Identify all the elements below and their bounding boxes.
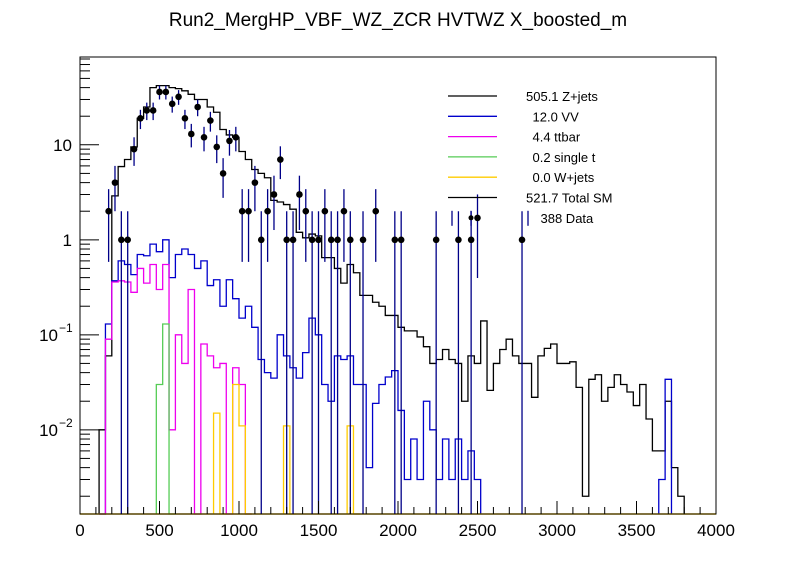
data-point: [283, 236, 291, 244]
data-point: [277, 156, 284, 163]
legend-label: 505.1 Z+jets: [526, 89, 598, 104]
data-point: [391, 236, 399, 244]
histogram-vv: [99, 239, 673, 515]
data-point: [302, 207, 310, 215]
data-point: [175, 93, 182, 101]
data-point: [124, 236, 131, 244]
data-point: [188, 130, 195, 138]
data-point: [296, 191, 303, 198]
data-point: [143, 107, 151, 114]
data-point: [432, 236, 440, 244]
x-tick-label: 1500: [300, 521, 338, 540]
data-point: [168, 100, 176, 108]
data-point: [467, 236, 475, 244]
histogram-ttbar: [99, 263, 252, 515]
data-point: [181, 115, 189, 122]
x-tick-label: 4000: [697, 521, 735, 540]
data-point: [232, 133, 240, 141]
y-tick-exponent: −2: [59, 416, 73, 430]
legend-label: 0.2 single t: [526, 150, 596, 165]
data-point: [359, 236, 367, 244]
data-point: [327, 236, 335, 244]
x-tick-label: 0: [75, 521, 84, 540]
data-points-group: [105, 85, 526, 514]
x-tick-label: 3000: [538, 521, 576, 540]
data-point: [200, 133, 208, 141]
data-point: [137, 115, 144, 122]
x-tick-label: 500: [145, 521, 173, 540]
histogram-series-group: [80, 84, 716, 515]
y-tick-label: 10: [39, 326, 58, 345]
data-point: [213, 143, 221, 151]
data-point: [372, 207, 380, 215]
data-point: [111, 179, 119, 186]
histogram-z-jets: [98, 84, 685, 514]
data-point: [238, 207, 246, 215]
y-tick-exponent: −1: [59, 321, 73, 335]
legend-label: 12.0 VV: [526, 109, 579, 124]
y-tick-label: 10: [53, 136, 72, 155]
x-tick-label: 3500: [618, 521, 656, 540]
data-point: [105, 207, 112, 215]
data-point: [308, 236, 316, 244]
legend-label: 0.0 W+jets: [526, 170, 595, 185]
data-point: [321, 207, 329, 215]
x-tick-label: 2000: [379, 521, 417, 540]
legend-label: 388 Data: [534, 211, 594, 226]
data-point: [245, 207, 252, 215]
data-point: [207, 117, 214, 124]
data-point: [315, 236, 322, 244]
x-tick-label: 2500: [459, 521, 497, 540]
data-point: [455, 236, 462, 244]
legend-label: 521.7 Total SM: [526, 191, 612, 206]
data-point: [162, 88, 170, 96]
data-point: [219, 170, 227, 177]
y-tick-label: 1: [63, 231, 72, 250]
data-point: [194, 103, 201, 111]
data-point: [340, 207, 348, 215]
histogram-single-t: [155, 323, 176, 515]
data-point: [226, 137, 233, 145]
x-tick-label: 1000: [220, 521, 258, 540]
legend: 505.1 Z+jets 12.0 VV 4.4 ttbar 0.2 singl…: [448, 89, 612, 226]
data-point: [264, 207, 271, 215]
data-point: [270, 191, 278, 198]
data-point: [257, 236, 265, 244]
histogram-w-jets: [212, 383, 360, 515]
x-axis-ticks: 0 500 1000 1500 2000 2500 3000 3500 4000: [75, 501, 735, 540]
data-point: [149, 107, 157, 114]
data-point: [130, 145, 138, 153]
data-point: [334, 236, 341, 244]
data-point: [251, 179, 259, 186]
legend-data-marker: [468, 215, 474, 221]
data-point: [289, 236, 297, 244]
data-point: [118, 236, 125, 244]
chart-title: Run2_MergHP_VBF_WZ_ZCR HVTWZ X_boosted_m: [168, 10, 628, 31]
legend-label: 4.4 ttbar: [526, 130, 581, 145]
plot-frame: [79, 56, 717, 515]
data-point: [518, 236, 526, 244]
y-tick-label: 10: [39, 421, 58, 440]
data-point: [347, 236, 354, 244]
data-point: [474, 214, 481, 222]
data-point: [156, 88, 163, 96]
data-point: [397, 236, 405, 244]
